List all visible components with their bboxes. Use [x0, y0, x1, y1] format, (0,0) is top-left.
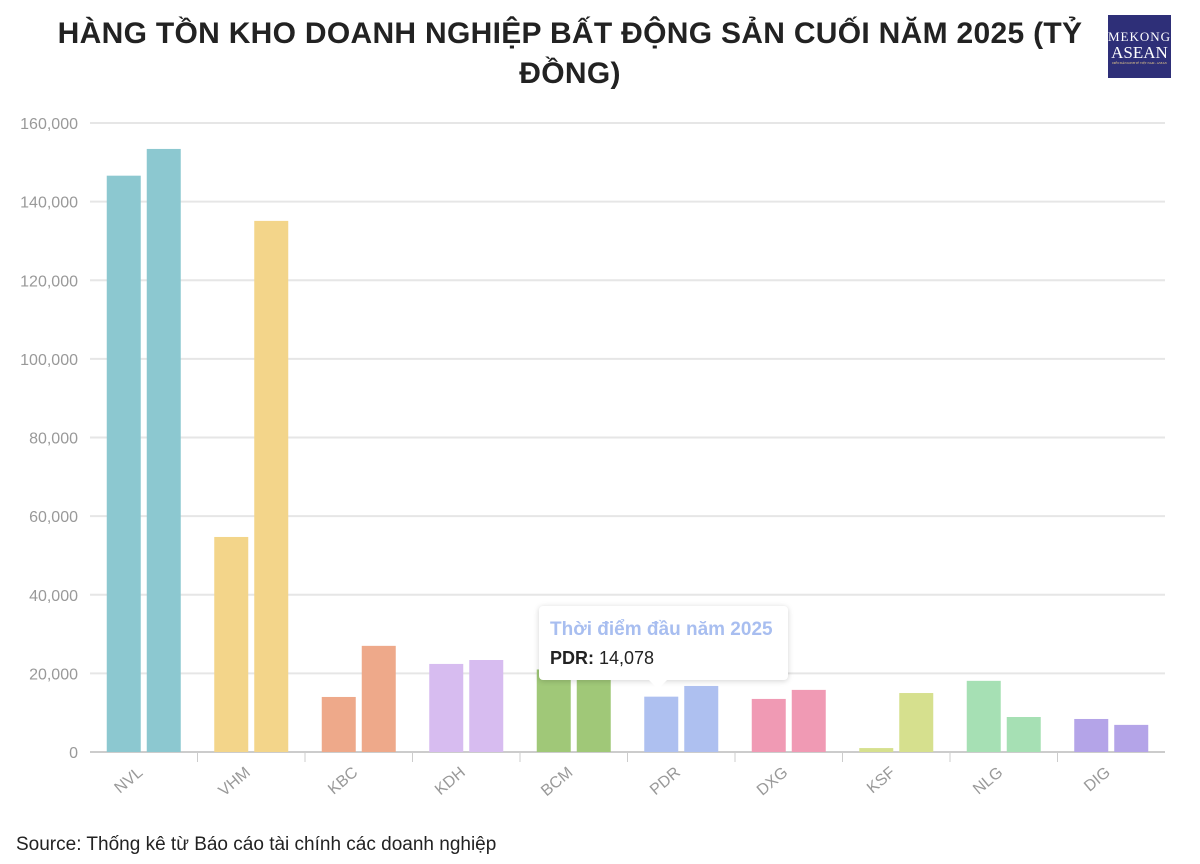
bar-bcm-1 [536, 669, 571, 752]
bar-nvl-1 [106, 175, 141, 752]
x-tick-label: DIG [1081, 764, 1114, 795]
bar-nvl-2 [146, 148, 181, 753]
logo-tagline: DIỄN ĐÀN KINH TẾ VIỆT NAM - ASEAN [1112, 61, 1167, 65]
tooltip-value: 14,078 [599, 648, 655, 668]
bar-ksf-1 [859, 748, 894, 752]
y-tick-label: 160,000 [20, 116, 78, 133]
bar-kbc-2 [361, 645, 396, 752]
bar-chart: 0 20,000 40,000 60,000 80,000 100,000 120,000 1… [20, 116, 1165, 800]
x-tick-label: KBC [325, 764, 361, 798]
bar-vhm-2 [254, 220, 289, 752]
source-note: Source: Thống kê từ Báo cáo tài chính cá… [16, 834, 497, 855]
bar-pdr-2 [684, 685, 719, 752]
bar-kdh-1 [429, 663, 464, 752]
x-tick-label: KSF [864, 764, 899, 797]
x-tick-label: BCM [538, 764, 576, 800]
y-tick-label: 80,000 [29, 431, 78, 448]
bar-bcm-2 [576, 669, 611, 752]
x-tick-label: PDR [647, 764, 684, 799]
bar-dxg-2 [791, 689, 826, 752]
bar-dig-1 [1074, 718, 1109, 752]
bar-pdr-1 [644, 696, 679, 752]
bar-ksf-2 [899, 693, 934, 752]
bar-nlg-2 [1006, 717, 1041, 752]
x-tick-label: DXG [754, 764, 791, 799]
y-tick-label: 20,000 [29, 666, 78, 683]
mekong-asean-logo: MEKONG ASEAN DIỄN ĐÀN KINH TẾ VIỆT NAM -… [1108, 15, 1171, 78]
bar-kdh-2 [469, 660, 504, 752]
y-tick-label: 100,000 [20, 352, 78, 369]
y-tick-label: 40,000 [29, 588, 78, 605]
logo-line2: ASEAN [1111, 43, 1168, 62]
bar-nlg-1 [966, 680, 1001, 752]
bar-dxg-1 [751, 698, 786, 752]
x-tick-label: NVL [112, 764, 147, 797]
tooltip-label: PDR: [550, 648, 594, 668]
logo-line1: MEKONG [1108, 29, 1172, 44]
tooltip: Thời điểm đầu năm 2025 PDR: 14,078 [539, 606, 788, 689]
bar-kbc-1 [321, 696, 356, 752]
x-tick-label: KDH [432, 764, 469, 799]
chart-title: HÀNG TỒN KHO DOANH NGHIỆP BẤT ĐỘNG SẢN C… [57, 17, 1083, 90]
bar-dig-2 [1114, 724, 1149, 752]
x-tick-label: VHM [216, 764, 254, 800]
y-tick-label: 120,000 [20, 273, 78, 290]
y-tick-label: 0 [69, 745, 78, 762]
bar-vhm-1 [214, 536, 249, 752]
y-tick-label: 140,000 [20, 195, 78, 212]
y-tick-label: 60,000 [29, 509, 78, 526]
x-tick-label: NLG [970, 764, 1006, 798]
tooltip-series: Thời điểm đầu năm 2025 [550, 619, 773, 640]
